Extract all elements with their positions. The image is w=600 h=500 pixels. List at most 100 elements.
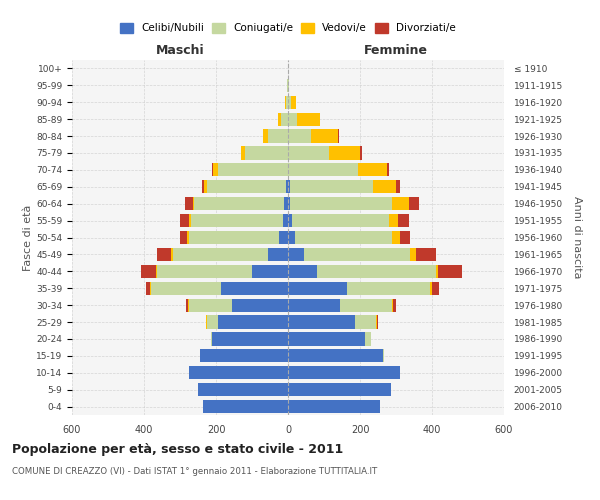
Bar	[392, 231, 400, 244]
Bar	[383, 349, 384, 362]
Bar	[360, 146, 362, 160]
Bar	[365, 332, 371, 345]
Bar	[288, 197, 290, 210]
Bar	[340, 298, 392, 312]
Bar	[189, 231, 279, 244]
Bar	[288, 180, 290, 194]
Bar	[286, 180, 288, 194]
Bar	[281, 112, 288, 126]
Bar	[191, 214, 283, 227]
Bar	[288, 332, 365, 345]
Bar	[200, 349, 288, 362]
Bar	[358, 164, 387, 176]
Bar	[207, 180, 286, 194]
Bar	[286, 96, 288, 109]
Bar	[180, 231, 187, 244]
Bar	[288, 164, 358, 176]
Bar	[212, 332, 288, 345]
Bar	[151, 282, 221, 295]
Bar	[206, 316, 207, 328]
Bar	[288, 282, 347, 295]
Bar	[288, 298, 340, 312]
Bar	[290, 180, 373, 194]
Bar	[377, 316, 378, 328]
Bar	[198, 383, 288, 396]
Bar	[436, 264, 439, 278]
Bar	[317, 264, 436, 278]
Bar	[376, 316, 377, 328]
Bar	[290, 197, 392, 210]
Bar	[329, 146, 360, 160]
Bar	[288, 366, 400, 380]
Bar	[212, 164, 214, 176]
Bar	[288, 264, 317, 278]
Bar	[439, 264, 462, 278]
Bar	[180, 214, 189, 227]
Bar	[283, 214, 288, 227]
Bar	[288, 112, 297, 126]
Bar	[292, 214, 389, 227]
Bar	[394, 298, 397, 312]
Bar	[157, 248, 171, 261]
Bar	[171, 248, 173, 261]
Bar	[288, 79, 289, 92]
Bar	[409, 197, 419, 210]
Bar	[194, 197, 284, 210]
Bar	[288, 383, 391, 396]
Bar	[218, 164, 288, 176]
Bar	[400, 231, 410, 244]
Bar	[263, 130, 268, 142]
Bar	[284, 197, 288, 210]
Bar	[288, 400, 380, 413]
Bar	[288, 316, 355, 328]
Bar	[416, 248, 436, 261]
Bar	[193, 197, 194, 210]
Bar	[347, 282, 430, 295]
Text: Maschi: Maschi	[155, 44, 205, 57]
Bar	[288, 214, 292, 227]
Bar	[232, 298, 288, 312]
Bar	[288, 130, 311, 142]
Bar	[373, 180, 396, 194]
Bar	[268, 248, 288, 261]
Bar	[211, 332, 212, 345]
Bar	[392, 197, 409, 210]
Bar	[141, 264, 155, 278]
Bar	[392, 298, 394, 312]
Bar	[189, 214, 191, 227]
Text: Popolazione per età, sesso e stato civile - 2011: Popolazione per età, sesso e stato civil…	[12, 442, 343, 456]
Bar	[287, 79, 288, 92]
Bar	[187, 231, 189, 244]
Bar	[288, 349, 383, 362]
Bar	[214, 164, 218, 176]
Bar	[218, 316, 288, 328]
Bar	[338, 130, 339, 142]
Bar	[157, 264, 252, 278]
Bar	[295, 231, 392, 244]
Bar	[173, 248, 268, 261]
Bar	[203, 400, 288, 413]
Bar	[252, 264, 288, 278]
Bar	[241, 146, 245, 160]
Bar	[146, 282, 151, 295]
Y-axis label: Fasce di età: Fasce di età	[23, 204, 33, 270]
Text: Femmine: Femmine	[364, 44, 428, 57]
Bar	[245, 146, 288, 160]
Y-axis label: Anni di nascita: Anni di nascita	[572, 196, 583, 279]
Bar	[410, 248, 416, 261]
Bar	[188, 298, 189, 312]
Bar	[288, 96, 291, 109]
Bar	[304, 248, 410, 261]
Bar	[185, 197, 193, 210]
Text: COMUNE DI CREAZZO (VI) - Dati ISTAT 1° gennaio 2011 - Elaborazione TUTTITALIA.IT: COMUNE DI CREAZZO (VI) - Dati ISTAT 1° g…	[12, 468, 377, 476]
Bar	[355, 316, 376, 328]
Bar	[398, 214, 409, 227]
Bar	[189, 366, 288, 380]
Bar	[268, 130, 288, 142]
Bar	[288, 231, 295, 244]
Bar	[389, 214, 398, 227]
Bar	[430, 282, 432, 295]
Bar	[396, 180, 400, 194]
Bar	[288, 146, 329, 160]
Bar	[187, 298, 188, 312]
